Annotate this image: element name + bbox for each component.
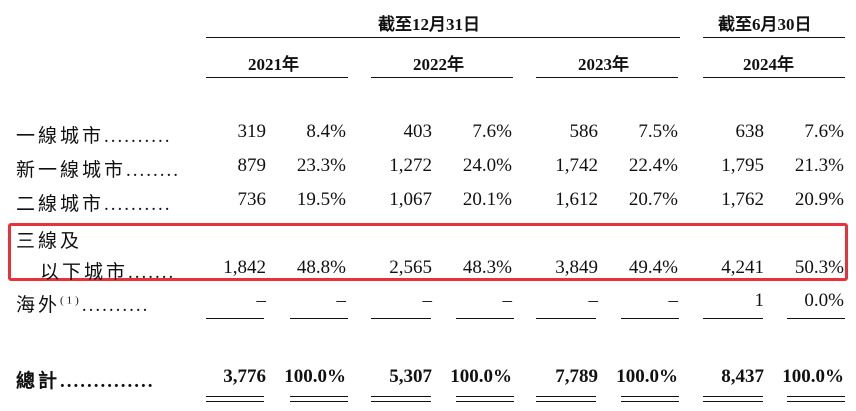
total-cell: 3,776 — [223, 366, 266, 387]
row-label-tier3-line2: 以下城市....... — [40, 262, 176, 283]
cell: 1,612 — [555, 189, 598, 210]
year-rule-2021 — [206, 77, 348, 78]
double-rule — [536, 396, 596, 397]
double-rule — [206, 396, 264, 397]
header-year-2023: 2023年 — [578, 55, 629, 74]
highlight-box — [8, 223, 848, 281]
double-rule — [290, 401, 348, 402]
total-cell: 100.0% — [284, 366, 346, 387]
rule — [621, 318, 679, 319]
cell: 20.1% — [462, 189, 512, 210]
year-rule-2024 — [703, 77, 845, 78]
cell: 3,849 — [555, 257, 598, 278]
double-rule — [371, 401, 431, 402]
row-label-tier2: 二線城市.......... — [16, 194, 172, 215]
cell: 2,565 — [389, 257, 432, 278]
cell: 7.5% — [638, 121, 678, 142]
row-label-total: 總計.............. — [16, 371, 155, 392]
cell: 1,842 — [223, 257, 266, 278]
cell: – — [502, 290, 513, 311]
rule — [371, 318, 431, 319]
double-rule — [621, 401, 679, 402]
double-rule — [787, 401, 845, 402]
header-year-2022: 2022年 — [413, 55, 464, 74]
cell: 49.4% — [628, 257, 678, 278]
cell: 24.0% — [462, 155, 512, 176]
cell: 1 — [754, 290, 765, 311]
header-rule-dec31 — [206, 37, 680, 38]
row-label-tier1: 一線城市.......... — [16, 126, 172, 147]
header-group-jun30: 截至6月30日 — [718, 15, 812, 34]
cell: 22.4% — [628, 155, 678, 176]
cell: 879 — [237, 155, 267, 176]
header-rule-jun30 — [703, 37, 845, 38]
cell: 48.8% — [296, 257, 346, 278]
cell: – — [256, 290, 267, 311]
cell: 7.6% — [472, 121, 512, 142]
cell: 21.3% — [794, 155, 844, 176]
cell: 586 — [569, 121, 599, 142]
double-rule — [371, 396, 431, 397]
double-rule — [290, 396, 348, 397]
cell: 1,742 — [555, 155, 598, 176]
rule — [787, 318, 845, 319]
total-cell: 100.0% — [450, 366, 512, 387]
row-label-overseas: 海外(1).......... — [16, 294, 150, 316]
double-rule — [787, 396, 845, 397]
year-rule-2022 — [371, 77, 513, 78]
year-rule-2023 — [536, 77, 678, 78]
double-rule — [206, 401, 264, 402]
cell: 48.3% — [462, 257, 512, 278]
cell: 638 — [735, 121, 765, 142]
cell: 319 — [237, 121, 267, 142]
rule — [290, 318, 348, 319]
double-rule — [703, 401, 763, 402]
cell: 0.0% — [804, 290, 844, 311]
cell: 1,795 — [721, 155, 764, 176]
cell: 4,241 — [721, 257, 764, 278]
rule — [456, 318, 514, 319]
cell: 1,067 — [389, 189, 432, 210]
double-rule — [621, 396, 679, 397]
total-cell: 100.0% — [616, 366, 678, 387]
row-label-new-tier1: 新一線城市........ — [16, 160, 181, 181]
double-rule — [456, 396, 514, 397]
double-rule — [703, 396, 763, 397]
row-label-tier3-line1: 三線及 — [16, 231, 83, 252]
double-rule — [536, 401, 596, 402]
header-year-2024: 2024年 — [743, 55, 794, 74]
cell: 50.3% — [794, 257, 844, 278]
total-cell: 7,789 — [555, 366, 598, 387]
header-group-dec31: 截至12月31日 — [378, 15, 480, 34]
cell: – — [668, 290, 679, 311]
cell: 23.3% — [296, 155, 346, 176]
cell: 20.9% — [794, 189, 844, 210]
cell: 7.6% — [804, 121, 844, 142]
total-cell: 8,437 — [721, 366, 764, 387]
cell: – — [588, 290, 599, 311]
cell: 403 — [403, 121, 433, 142]
cell: 736 — [237, 189, 267, 210]
cell: 19.5% — [296, 189, 346, 210]
cell: 1,762 — [721, 189, 764, 210]
cell: 1,272 — [389, 155, 432, 176]
rule — [703, 318, 763, 319]
rule — [206, 318, 264, 319]
double-rule — [456, 401, 514, 402]
cell: 8.4% — [306, 121, 346, 142]
rule — [536, 318, 596, 319]
cell: – — [422, 290, 433, 311]
total-cell: 100.0% — [782, 366, 844, 387]
cell: – — [336, 290, 347, 311]
header-year-2021: 2021年 — [248, 55, 299, 74]
cell: 20.7% — [628, 189, 678, 210]
total-cell: 5,307 — [389, 366, 432, 387]
